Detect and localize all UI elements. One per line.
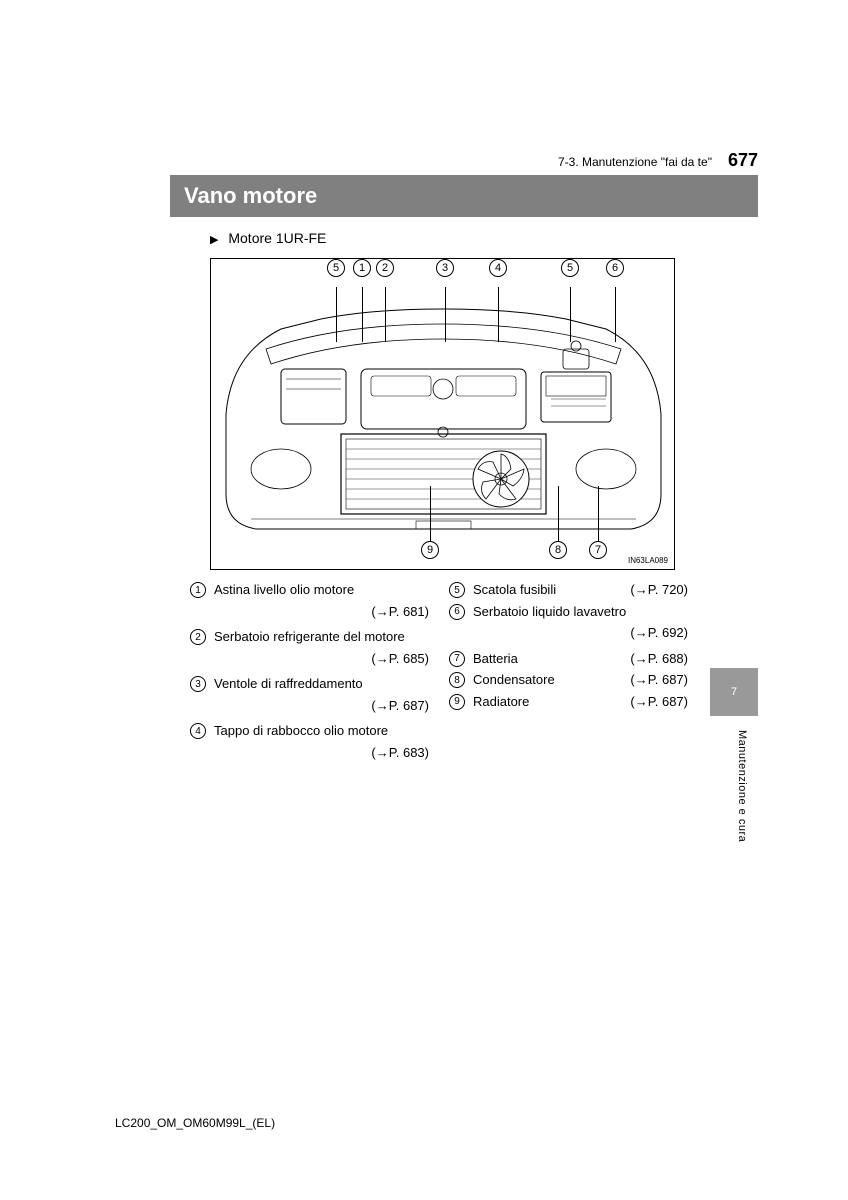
leader-line [336, 287, 337, 342]
engine-diagram: IN63LA089 5123456987 [210, 258, 675, 570]
chapter-side-label: Manutenzione e cura [736, 730, 748, 842]
callout-number: 8 [549, 541, 567, 559]
page-ref: (→P. 687) [630, 670, 688, 690]
leader-line [362, 287, 363, 342]
subtitle-text: Motore 1UR-FE [228, 230, 326, 246]
legend-left-column: 1 Astina livello olio motore(→P. 681) 2 Ser… [190, 580, 429, 768]
section-label: 7-3. Manutenzione "fai da te" [558, 155, 712, 169]
leader-line [570, 287, 571, 342]
callout-number: 2 [376, 259, 394, 277]
legend-item: 2 Serbatoio refrigerante del motore [190, 627, 429, 647]
section-title: Vano motore [170, 175, 758, 217]
legend-item: 9 Radiatore(→P. 687) [449, 692, 688, 712]
legend-text: Astina livello olio motore [214, 580, 429, 600]
leader-line [598, 486, 599, 541]
legend-number: 4 [190, 723, 206, 739]
legend-number: 6 [449, 604, 465, 620]
leader-line [498, 287, 499, 342]
legend-item: 3 Ventole di raffreddamento [190, 674, 429, 694]
page-ref: (→P. 687) [190, 696, 429, 716]
legend: 1 Astina livello olio motore(→P. 681) 2 Ser… [190, 580, 688, 768]
manual-page: 7-3. Manutenzione "fai da te" 677 Vano m… [0, 0, 848, 1200]
legend-number: 7 [449, 651, 465, 667]
legend-text: Batteria(→P. 688) [473, 649, 688, 669]
page-header: 7-3. Manutenzione "fai da te" 677 [170, 150, 758, 176]
legend-number: 9 [449, 694, 465, 710]
legend-text: Condensatore(→P. 687) [473, 670, 688, 690]
callout-number: 6 [606, 259, 624, 277]
callout-number: 4 [489, 259, 507, 277]
callout-number: 9 [421, 541, 439, 559]
legend-item: 4 Tappo di rabbocco olio motore [190, 721, 429, 741]
legend-text: Serbatoio liquido lavavetro [473, 602, 688, 622]
legend-item: 8 Condensatore(→P. 687) [449, 670, 688, 690]
legend-number: 1 [190, 582, 206, 598]
document-footer: LC200_OM_OM60M99L_(EL) [115, 1116, 275, 1130]
callout-number: 5 [327, 259, 345, 277]
legend-number: 5 [449, 582, 465, 598]
page-ref: (→P. 720) [630, 580, 688, 600]
legend-right-column: 5 Scatola fusibili(→P. 720) 6 Serbatoio liq… [449, 580, 688, 768]
chapter-tab: 7 [710, 668, 758, 716]
legend-number: 2 [190, 629, 206, 645]
legend-item: 5 Scatola fusibili(→P. 720) [449, 580, 688, 600]
legend-text: Radiatore(→P. 687) [473, 692, 688, 712]
leader-line [430, 486, 431, 541]
page-ref: (→P. 685) [190, 649, 429, 669]
legend-item: 1 Astina livello olio motore [190, 580, 429, 600]
leader-line [385, 287, 386, 342]
legend-text: Tappo di rabbocco olio motore [214, 721, 429, 741]
engine-subtitle: ▶ Motore 1UR-FE [210, 230, 326, 246]
triangle-icon: ▶ [210, 234, 218, 246]
leader-line [615, 287, 616, 342]
callout-number: 5 [561, 259, 579, 277]
legend-text: Serbatoio refrigerante del motore [214, 627, 429, 647]
leader-line [558, 486, 559, 541]
page-ref: (→P. 692) [449, 623, 688, 643]
legend-number: 3 [190, 676, 206, 692]
engine-illustration [221, 294, 666, 539]
page-ref: (→P. 688) [630, 649, 688, 669]
legend-item: 7 Batteria(→P. 688) [449, 649, 688, 669]
page-number: 677 [728, 150, 758, 171]
legend-number: 8 [449, 672, 465, 688]
legend-text: Ventole di raffreddamento [214, 674, 429, 694]
image-code: IN63LA089 [628, 556, 668, 565]
legend-text: Scatola fusibili(→P. 720) [473, 580, 688, 600]
callout-number: 1 [353, 259, 371, 277]
page-ref: (→P. 681) [190, 602, 429, 622]
legend-item: 6 Serbatoio liquido lavavetro [449, 602, 688, 622]
callout-number: 3 [436, 259, 454, 277]
callout-number: 7 [589, 541, 607, 559]
leader-line [445, 287, 446, 342]
page-ref: (→P. 683) [190, 743, 429, 763]
page-ref: (→P. 687) [630, 692, 688, 712]
